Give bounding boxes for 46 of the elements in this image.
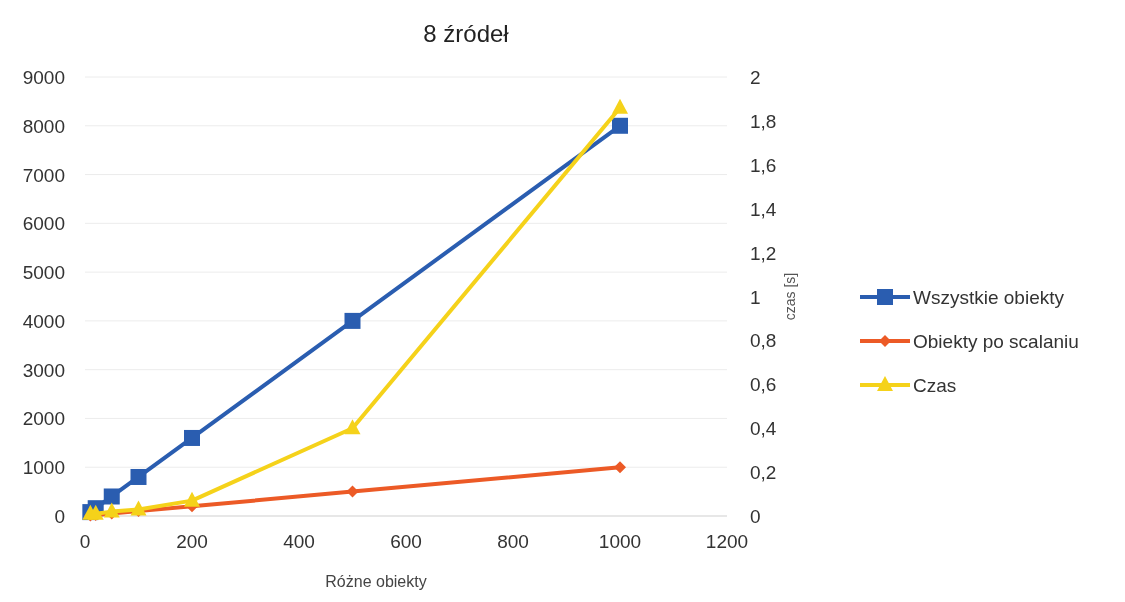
point — [103, 502, 120, 518]
y2-tick-label: 1,4 — [750, 198, 777, 220]
x-tick-label: 400 — [283, 531, 315, 552]
y-tick-label: 7000 — [22, 164, 65, 186]
point — [130, 468, 147, 485]
y-tick-label: 2000 — [22, 408, 65, 430]
x-tick-label: 1000 — [598, 531, 642, 552]
point — [612, 117, 628, 134]
y-tick-label: 9000 — [22, 67, 65, 88]
y2-tick-label: 0 — [750, 506, 761, 527]
y-tick-label: 3000 — [22, 359, 65, 381]
point — [87, 504, 104, 520]
y2-tick-label: 0,2 — [750, 462, 777, 484]
x-tick-label: 600 — [390, 531, 422, 552]
x-tick-label: 200 — [176, 531, 208, 552]
y2-tick-label: 1,8 — [750, 110, 777, 132]
point — [344, 312, 361, 329]
y-tick-label: 5000 — [22, 262, 65, 284]
point — [344, 419, 361, 435]
legend-label: Wszystkie obiekty — [913, 287, 1065, 308]
x-axis-title: Różne obiekty — [325, 573, 427, 590]
y-tick-label: 4000 — [22, 310, 65, 332]
point — [130, 500, 147, 516]
y-tick-label: 1000 — [22, 457, 65, 479]
point — [184, 429, 200, 446]
point — [612, 98, 628, 114]
y2-tick-label: 2 — [750, 67, 761, 88]
y-tick-label: 8000 — [22, 115, 65, 137]
y2-tick-label: 1,6 — [750, 154, 777, 176]
y2-tick-label: 0,8 — [750, 330, 777, 352]
y-tick-label: 6000 — [22, 213, 65, 235]
y2-tick-label: 1 — [750, 286, 761, 308]
point — [184, 491, 200, 507]
legend-label: Czas — [913, 375, 957, 396]
point — [614, 461, 626, 474]
legend-label: Obiekty po scalaniu — [913, 331, 1079, 352]
y2-tick-label: 0,4 — [750, 418, 777, 440]
point — [103, 488, 120, 505]
y2-tick-label: 1,2 — [750, 242, 777, 264]
y2-axis-title: czas [s] — [782, 272, 798, 321]
chart-title: 8 źródeł — [423, 20, 510, 47]
x-tick-label: 0 — [79, 531, 91, 552]
x-tick-label: 1200 — [705, 531, 749, 552]
x-tick-label: 800 — [497, 531, 529, 552]
y-tick-label: 0 — [54, 506, 65, 527]
y2-tick-label: 0,6 — [750, 374, 777, 396]
